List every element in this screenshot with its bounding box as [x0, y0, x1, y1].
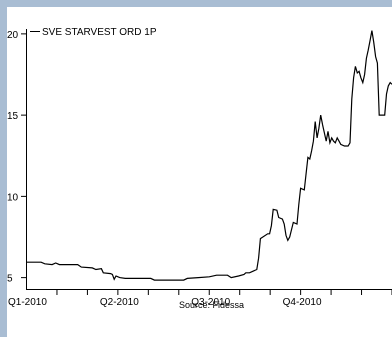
legend: SVE STARVEST ORD 1P: [30, 27, 157, 38]
x-tick-label: Q3-2010: [191, 297, 230, 308]
y-tick-label: 20: [7, 30, 19, 41]
x-tick-label: Q2-2010: [100, 297, 139, 308]
y-tick-label: 10: [7, 192, 19, 203]
series-line-sve-starvest: [26, 30, 392, 281]
y-tick-label: 15: [7, 111, 19, 122]
source-label: Source: Fidessa: [179, 300, 244, 310]
legend-label: SVE STARVEST ORD 1P: [42, 27, 157, 38]
x-ticks: Q1-2010 Q2-2010 Q3-2010 Q4-2010: [8, 289, 392, 308]
price-chart: 5 10 15 20 Q1-2010 Q2-2010 Q3-2010 Q4-2010 SVE…: [7, 27, 392, 310]
y-ticks: 5 10 15 20: [7, 30, 27, 285]
x-tick-label: Q1-2010: [8, 297, 47, 308]
y-tick-label: 5: [7, 274, 13, 285]
chart-panel: 5 10 15 20 Q1-2010 Q2-2010 Q3-2010 Q4-2010 SVE…: [7, 7, 392, 337]
x-tick-label: Q4-2010: [283, 297, 322, 308]
